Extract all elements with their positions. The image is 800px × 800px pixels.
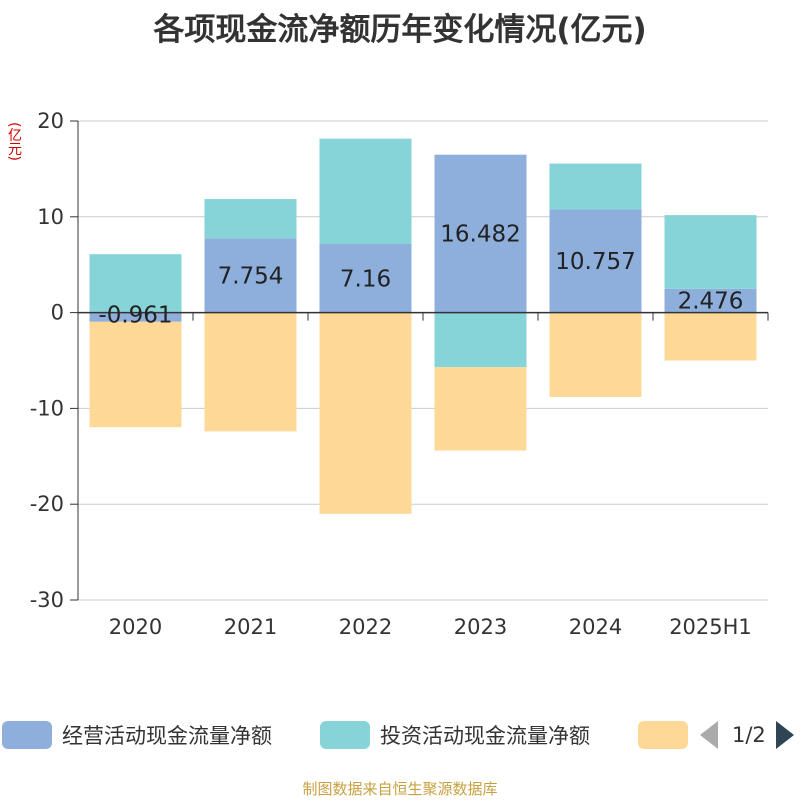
bar-series1-2024 [549, 163, 642, 210]
bar-series0-2022 [319, 244, 412, 313]
legend-pager: 1/2 [700, 718, 794, 752]
x-tick-label: 2024 [569, 615, 622, 639]
y-tick-label: -10 [30, 396, 64, 420]
x-tick-label: 2021 [224, 615, 277, 639]
next-page-icon[interactable] [775, 721, 794, 749]
bar-series1-2021 [204, 199, 297, 239]
legend-item-financing[interactable] [638, 718, 698, 752]
bar-series1-2023 [434, 312, 527, 368]
bar-series0-2020 [89, 312, 182, 322]
bar-series2-2025H1 [664, 312, 757, 361]
data-source-note: 制图数据来自恒生聚源数据库 [302, 780, 498, 798]
bar-series0-2021 [204, 238, 297, 313]
data-label-2022: 7.16 [340, 266, 391, 292]
y-tick-label: -30 [30, 588, 64, 612]
legend-swatch-operating [2, 721, 52, 749]
data-label-2020: -0.961 [98, 303, 172, 329]
y-tick-label: 0 [51, 301, 64, 325]
x-tick-label: 2022 [339, 615, 392, 639]
legend-label-investing: 投资活动现金流量净额 [380, 724, 590, 748]
bar-chart: 20 10 0 -10 -20 -30 -0.961 7.754 7.16 16.482 10.75… [30, 109, 769, 639]
legend-item-operating[interactable]: 经营活动现金流量净额 [2, 718, 272, 752]
bar-series2-2021 [204, 312, 297, 432]
y-axis-unit: (亿元) [6, 122, 22, 161]
bar-series0-2025H1 [664, 288, 757, 313]
previous-page-icon[interactable] [700, 721, 718, 749]
y-tick-label: -20 [30, 492, 64, 516]
bar-series0-2023 [434, 154, 527, 313]
x-tick-label: 2025H1 [669, 615, 752, 639]
legend-swatch-financing [638, 721, 688, 749]
legend-item-investing[interactable]: 投资活动现金流量净额 [320, 718, 590, 752]
y-tick-label: 20 [37, 109, 64, 133]
bar-series2-2022 [319, 312, 412, 514]
bar-series2-2024 [549, 312, 642, 397]
data-label-2021: 7.754 [218, 263, 284, 289]
data-label-2025H1: 2.476 [678, 289, 744, 315]
bar-series1-2025H1 [664, 215, 757, 289]
bar-series1-2022 [319, 138, 412, 245]
bar-series1-2020 [89, 254, 182, 313]
legend-label-operating: 经营活动现金流量净额 [62, 724, 272, 748]
data-label-2024: 10.757 [555, 249, 635, 275]
y-tick-label: 10 [37, 205, 64, 229]
x-tick-label: 2020 [109, 615, 162, 639]
bar-series2-2023 [434, 367, 527, 451]
legend-swatch-investing [320, 721, 370, 749]
chart-title: 各项现金流净额历年变化情况(亿元) [153, 12, 647, 48]
legend-page-indicator: 1/2 [732, 723, 766, 747]
x-tick-label: 2023 [454, 615, 507, 639]
data-label-2023: 16.482 [440, 222, 520, 248]
legend: 经营活动现金流量净额 投资活动现金流量净额 1/2 [0, 718, 800, 752]
bar-series0-2024 [549, 209, 642, 313]
bar-series2-2020 [89, 321, 182, 428]
